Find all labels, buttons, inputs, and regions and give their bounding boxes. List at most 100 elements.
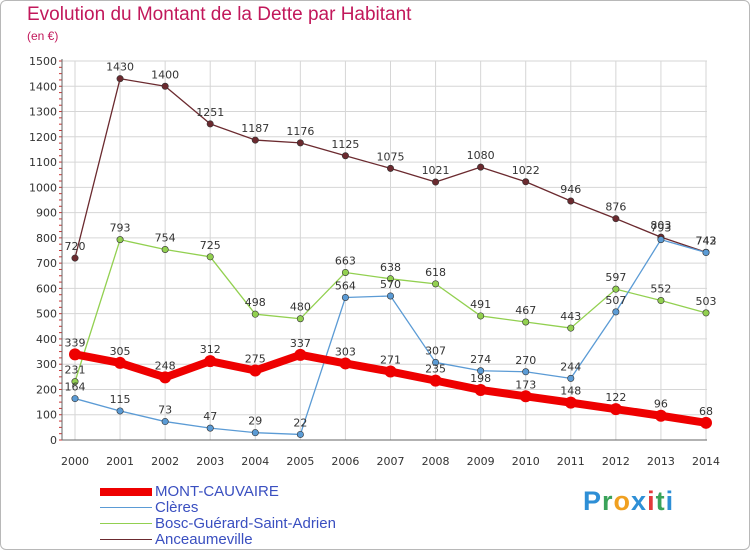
data-point: [702, 309, 710, 317]
data-point: [296, 430, 304, 438]
data-point: [296, 139, 304, 147]
data-label: 198: [470, 372, 491, 385]
data-label: 271: [380, 354, 401, 367]
data-label: 164: [65, 381, 86, 394]
data-point: [654, 409, 667, 422]
data-label: 96: [654, 398, 668, 411]
x-tick-label: 2014: [692, 455, 720, 468]
data-point: [386, 275, 394, 283]
data-label: 503: [696, 295, 717, 308]
data-label: 1251: [196, 106, 224, 119]
chart-title: Evolution du Montant de la Dette par Hab…: [27, 4, 412, 25]
legend-swatch: [100, 488, 152, 496]
legend-label: Bosc-Guérard-Saint-Adrien: [155, 515, 336, 532]
legend-swatch: [100, 539, 152, 540]
data-point: [386, 292, 394, 300]
logo-letter: P: [583, 486, 603, 516]
data-point: [69, 348, 81, 361]
x-tick-label: 2003: [196, 455, 224, 468]
data-label: 1400: [151, 68, 179, 81]
y-tick-label: 200: [36, 383, 57, 396]
logo-letter: r: [602, 486, 614, 516]
data-point: [251, 310, 259, 318]
legend-swatch: [100, 523, 152, 524]
data-label: 339: [65, 336, 86, 349]
x-tick-label: 2001: [106, 455, 134, 468]
data-label: 793: [650, 222, 671, 235]
y-tick-label: 600: [36, 282, 57, 295]
x-tick-label: 2011: [557, 455, 585, 468]
data-label: 480: [290, 301, 311, 314]
legend-item-cleres: Clères: [100, 500, 400, 516]
data-point: [522, 178, 530, 186]
data-label: 307: [425, 344, 446, 357]
data-point: [114, 356, 127, 369]
data-point: [477, 312, 485, 320]
data-point: [206, 253, 214, 261]
data-point: [161, 82, 169, 90]
data-label: 876: [605, 201, 626, 214]
data-point: [474, 383, 487, 396]
logo-letter: i: [647, 486, 656, 516]
data-label: 597: [605, 271, 626, 284]
data-label: 754: [155, 231, 176, 244]
data-point: [612, 308, 620, 316]
data-label: 275: [245, 353, 266, 366]
data-label: 1080: [467, 149, 495, 162]
data-label: 443: [560, 310, 581, 323]
data-label: 1125: [331, 138, 359, 151]
data-label: 564: [335, 279, 356, 292]
y-tick-label: 0: [50, 434, 57, 447]
data-point: [477, 163, 485, 171]
logo-letter: i: [665, 486, 675, 516]
data-label: 270: [515, 354, 536, 367]
data-point: [116, 236, 124, 244]
data-point: [567, 324, 575, 332]
data-point: [612, 215, 620, 223]
y-tick-label: 700: [36, 257, 57, 270]
data-point: [296, 315, 304, 323]
data-label: 638: [380, 261, 401, 274]
data-point: [206, 424, 214, 432]
x-tick-label: 2007: [377, 455, 405, 468]
data-point: [429, 374, 442, 387]
y-tick-label: 800: [36, 232, 57, 245]
data-label: 22: [293, 416, 307, 429]
x-tick-label: 2006: [331, 455, 359, 468]
data-point: [71, 254, 79, 262]
logo-letter: t: [655, 486, 666, 516]
x-tick-label: 2008: [422, 455, 450, 468]
data-label: 803: [650, 219, 671, 232]
data-point: [341, 268, 349, 276]
x-tick-label: 2004: [241, 455, 269, 468]
data-point: [567, 197, 575, 205]
data-point: [161, 418, 169, 426]
data-label: 73: [158, 404, 172, 417]
data-point: [432, 178, 440, 186]
x-tick-label: 2005: [286, 455, 314, 468]
y-tick-label: 400: [36, 333, 57, 346]
logo-letter: x: [631, 486, 648, 516]
x-tick-label: 2013: [647, 455, 675, 468]
data-point: [116, 75, 124, 83]
data-label: 148: [560, 385, 581, 398]
x-tick-label: 2002: [151, 455, 179, 468]
data-point: [567, 374, 575, 382]
y-tick-label: 100: [36, 409, 57, 422]
legend-label: Clères: [155, 499, 199, 516]
data-label: 618: [425, 266, 446, 279]
data-label: 303: [335, 345, 356, 358]
data-point: [609, 403, 622, 416]
data-point: [432, 280, 440, 288]
data-label: 570: [380, 278, 401, 291]
y-tick-label: 1200: [29, 131, 57, 144]
legend-item-anceaumeville: Anceaumeville: [100, 532, 400, 548]
data-point: [477, 367, 485, 375]
data-point: [432, 358, 440, 366]
data-label: 1187: [241, 122, 269, 135]
data-label: 29: [248, 415, 262, 428]
data-label: 248: [155, 359, 176, 372]
data-point: [206, 120, 214, 128]
